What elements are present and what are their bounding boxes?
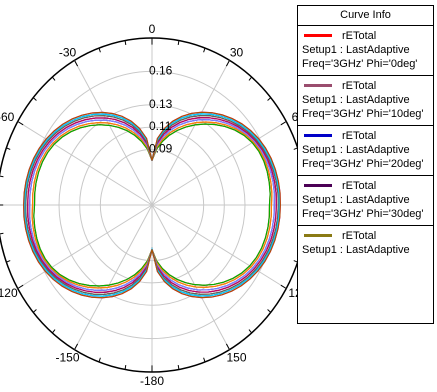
- legend-entry-0: rETotal Setup1 : LastAdaptive Freq='3GHz' …: [298, 26, 433, 76]
- legend-series-name: rETotal: [342, 80, 377, 92]
- grid-spoke-60: [151, 121, 287, 206]
- boundary-tick-310: [32, 97, 37, 101]
- boundary-tick-40: [248, 76, 253, 81]
- boundary-tick-340: [98, 47, 101, 53]
- angle-label--180: -180: [140, 374, 164, 388]
- boundary-tick-50: [267, 97, 272, 101]
- legend-series-name: rETotal: [342, 180, 377, 192]
- legend-entry-3: rETotal Setup1 : LastAdaptive Freq='3GHz' …: [298, 176, 433, 226]
- legend-swatch: [304, 234, 332, 237]
- legend-row: rETotal: [302, 129, 431, 143]
- radial-label-0.09: 0.09: [149, 141, 173, 155]
- grid-spoke-330: [74, 60, 153, 206]
- legend-entry-1: rETotal Setup1 : LastAdaptive Freq='3GHz' …: [298, 76, 433, 126]
- legend-series-name: rETotal: [342, 130, 377, 142]
- boundary-tick-290: [6, 147, 11, 150]
- legend-setup: Setup1 : LastAdaptive: [302, 194, 410, 206]
- boundary-tick-170: [177, 364, 180, 370]
- boundary-tick-140: [248, 329, 253, 334]
- boundary-tick-110: [293, 260, 297, 263]
- legend-swatch: [304, 34, 332, 37]
- boundary-tick-210: [74, 343, 79, 350]
- boundary-tick-240: [17, 284, 24, 289]
- boundary-tick-70: [293, 147, 297, 150]
- boundary-tick-190: [124, 364, 127, 370]
- legend-setup: Setup1 : LastAdaptive: [302, 94, 410, 106]
- angle-tick-labels: 0306090120150-180-150-120-90-60-30: [0, 22, 297, 388]
- boundary-tick-200: [98, 357, 101, 363]
- boundary-tick-10: [177, 40, 180, 46]
- boundary-tick-220: [51, 329, 56, 334]
- legend-condition: Freq='3GHz' Phi='0deg': [302, 58, 418, 70]
- boundary-tick-230: [32, 309, 37, 313]
- angle-label-30: 30: [230, 46, 244, 60]
- boundary-tick-320: [51, 76, 56, 81]
- boundary-tick-120: [280, 284, 287, 289]
- angle-label-150: 150: [226, 350, 246, 364]
- legend-series-name: rETotal: [342, 230, 377, 242]
- grid-spoke-240: [17, 204, 153, 289]
- radial-label-0.16: 0.16: [149, 63, 173, 77]
- curve-13: [23, 111, 281, 299]
- legend-row: rETotal: [302, 79, 431, 93]
- grid-spoke-210: [74, 204, 153, 350]
- legend-swatch: [304, 134, 332, 137]
- grid-spoke-300: [17, 121, 153, 206]
- angle-label-60: 60: [292, 110, 297, 124]
- angle-label--30: -30: [59, 46, 77, 60]
- legend-series-name: rETotal: [342, 30, 377, 42]
- legend-setup: Setup1 : LastAdaptive: [302, 144, 410, 156]
- grid-spoke-30: [151, 60, 230, 206]
- curve-info-legend: Curve Info rETotal Setup1 : LastAdaptive F…: [297, 5, 434, 324]
- angle-label--60: -60: [0, 110, 15, 124]
- legend-swatch: [304, 84, 332, 87]
- grid-spoke-150: [151, 204, 230, 350]
- boundary-tick-280: [0, 175, 4, 178]
- angle-label-120: 120: [288, 286, 297, 300]
- boundary-tick-130: [267, 309, 272, 313]
- boundary-tick-30: [225, 60, 230, 67]
- legend-condition: Freq='3GHz' Phi='20deg': [302, 158, 424, 170]
- legend-setup: Setup1 : LastAdaptive: [302, 44, 410, 56]
- legend-title: Curve Info: [298, 6, 433, 26]
- legend-condition: Freq='3GHz' Phi='10deg': [302, 108, 424, 120]
- legend-entries: rETotal Setup1 : LastAdaptive Freq='3GHz' …: [298, 26, 433, 261]
- legend-setup: Setup1 : LastAdaptive: [302, 244, 410, 256]
- angle-label-0: 0: [149, 22, 156, 36]
- boundary-tick-350: [124, 40, 127, 46]
- legend-entry-4: rETotal Setup1 : LastAdaptive: [298, 226, 433, 261]
- boundary-tick-330: [74, 60, 79, 67]
- pattern-curves: [23, 111, 281, 299]
- angle-label--150: -150: [55, 350, 79, 364]
- legend-row: rETotal: [302, 29, 431, 43]
- legend-row: rETotal: [302, 179, 431, 193]
- boundary-tick-260: [0, 232, 4, 235]
- legend-row: rETotal: [302, 229, 431, 243]
- polar-plot: 0306090120150-180-150-120-90-60-30 0.090…: [0, 22, 297, 388]
- legend-swatch: [304, 184, 332, 187]
- polar-grid: [0, 37, 297, 373]
- boundary-tick-250: [6, 260, 11, 263]
- radial-label-0.11: 0.11: [149, 119, 172, 133]
- grid-spoke-120: [151, 204, 287, 289]
- boundary-tick-20: [203, 47, 206, 53]
- radial-tick-labels: 0.09 0.11 0.13 0.16: [149, 63, 173, 155]
- legend-entry-2: rETotal Setup1 : LastAdaptive Freq='3GHz' …: [298, 126, 433, 176]
- angle-label--120: -120: [0, 286, 18, 300]
- boundary-tick-60: [280, 121, 287, 126]
- boundary-tick-300: [17, 121, 24, 126]
- radial-label-0.13: 0.13: [149, 97, 173, 111]
- boundary-tick-160: [203, 357, 206, 363]
- boundary-tick-150: [225, 343, 230, 350]
- legend-condition: Freq='3GHz' Phi='30deg': [302, 208, 424, 220]
